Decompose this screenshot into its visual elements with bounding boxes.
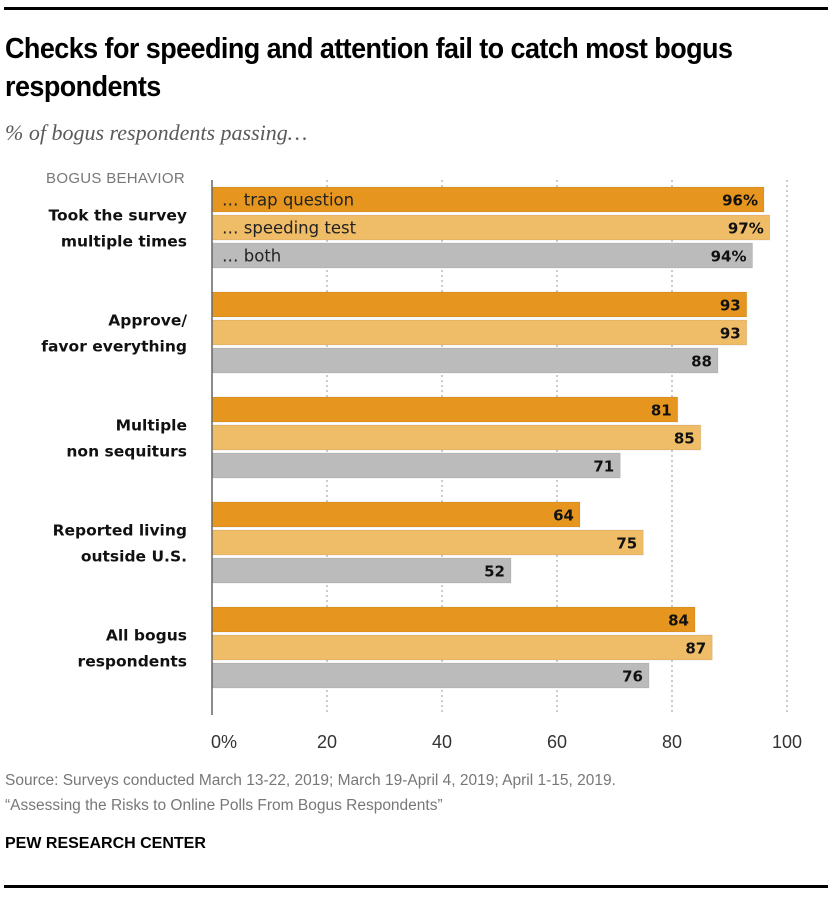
value-label-1-3: 94% [711, 248, 747, 266]
series-label-2: … speeding test [222, 219, 357, 238]
value-label-2-2: 93 [720, 325, 741, 343]
bar-4-2 [211, 529, 644, 556]
value-label-1-2: 97% [728, 220, 764, 238]
chart-title: Checks for speeding and attention fail t… [5, 33, 733, 103]
bar-3-1 [211, 396, 679, 423]
value-label-1-1: 96% [722, 192, 758, 210]
bar-3-3 [211, 452, 621, 479]
brand-label: PEW RESEARCH CENTER [5, 835, 206, 852]
category-label-2-line-1: Approve/ [108, 312, 187, 330]
x-tick-label-0: 0% [211, 732, 237, 752]
bar-5-2 [211, 634, 713, 661]
category-column-header: BOGUS BEHAVIOR [46, 170, 185, 187]
bar-2-3 [211, 347, 719, 374]
value-label-4-1: 64 [553, 507, 574, 525]
category-label-1-line-2: multiple times [61, 233, 187, 251]
series-label-1: … trap question [222, 191, 354, 210]
category-label-1-line-1: Took the survey [49, 207, 188, 225]
series-label-3: … both [222, 247, 281, 266]
value-label-4-3: 52 [484, 563, 505, 581]
value-label-2-3: 88 [691, 353, 712, 371]
x-tick-label-60: 60 [547, 732, 567, 752]
x-tick-label-100: 100 [772, 732, 802, 752]
category-label-3-line-1: Multiple [116, 417, 187, 435]
source-line-2: “Assessing the Risks to Online Polls Fro… [5, 797, 443, 814]
value-label-5-3: 76 [622, 668, 643, 686]
bar-4-1 [211, 501, 581, 528]
category-label-4-line-2: outside U.S. [81, 548, 187, 566]
source-line-1: Source: Surveys conducted March 13-22, 2… [5, 772, 616, 789]
bar-4-3 [211, 557, 512, 584]
category-label-3-line-2: non sequiturs [66, 443, 187, 461]
category-label-5-line-1: All bogus [106, 627, 187, 645]
bar-1-1 [211, 186, 765, 213]
x-tick-label-40: 40 [432, 732, 452, 752]
top-rule [4, 7, 828, 10]
bar-3-2 [211, 424, 702, 451]
x-tick-label-20: 20 [317, 732, 337, 752]
value-label-5-2: 87 [685, 640, 706, 658]
category-label-2-line-2: favor everything [41, 338, 187, 356]
value-label-5-1: 84 [668, 612, 689, 630]
value-label-3-2: 85 [674, 430, 695, 448]
bottom-rule [4, 885, 828, 888]
x-tick-label-80: 80 [662, 732, 682, 752]
bar-1-3 [211, 242, 753, 269]
value-label-3-1: 81 [651, 402, 672, 420]
value-label-4-2: 75 [616, 535, 637, 553]
bar-5-3 [211, 662, 650, 689]
bar-5-1 [211, 606, 696, 633]
value-label-2-1: 93 [720, 297, 741, 315]
bar-2-1 [211, 291, 748, 318]
category-label-4-line-1: Reported living [53, 522, 187, 540]
value-label-3-3: 71 [593, 458, 614, 476]
category-label-5-line-2: respondents [78, 653, 187, 671]
chart-subtitle: % of bogus respondents passing… [5, 120, 308, 145]
source-note: Source: Surveys conducted March 13-22, 2… [5, 768, 616, 818]
bar-2-2 [211, 319, 748, 346]
